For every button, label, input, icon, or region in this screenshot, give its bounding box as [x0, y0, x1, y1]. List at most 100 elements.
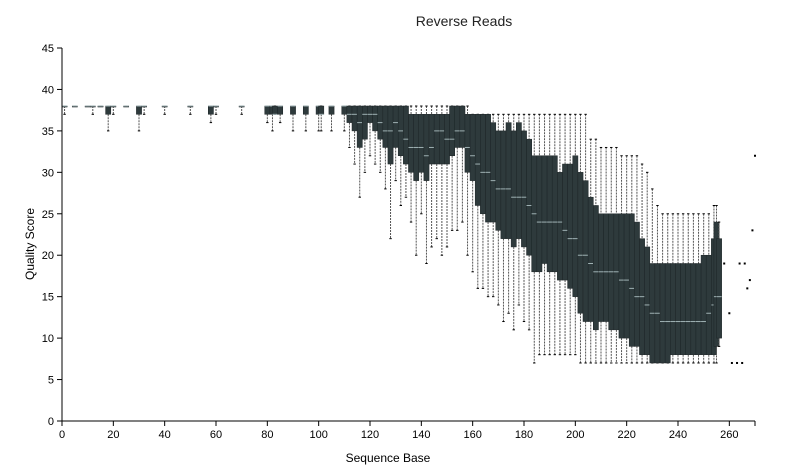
outlier-point	[741, 361, 744, 364]
y-tick-label: 15	[42, 292, 54, 304]
box-group	[593, 138, 599, 364]
x-tick-label: 140	[412, 429, 430, 441]
box-group	[690, 213, 697, 364]
box-iqr	[428, 114, 435, 165]
box-group	[541, 113, 548, 356]
outlier-point	[728, 312, 731, 315]
box-group	[418, 105, 425, 215]
box-iqr	[516, 122, 522, 239]
x-tick-label: 160	[463, 429, 481, 441]
box-iqr	[459, 105, 466, 148]
outlier-point	[736, 361, 739, 364]
box-iqr	[510, 130, 517, 248]
box-group	[454, 105, 461, 231]
box-group	[587, 138, 594, 364]
box-iqr	[675, 263, 681, 355]
outlier-point	[738, 262, 741, 265]
box-group	[654, 204, 661, 364]
y-tick-label: 45	[42, 43, 54, 55]
x-tick-label: 260	[720, 429, 738, 441]
outlier-point	[743, 262, 746, 265]
box-group	[526, 113, 532, 331]
box-iqr	[480, 114, 486, 215]
box-group	[372, 105, 378, 165]
box-iqr	[490, 122, 497, 223]
x-axis-title: Sequence Base	[346, 451, 431, 465]
box-group	[695, 213, 702, 364]
x-tick-label: 120	[361, 429, 379, 441]
plot-area	[61, 105, 756, 364]
box-group	[141, 105, 147, 115]
box-iqr	[500, 130, 507, 239]
box-group	[649, 188, 656, 364]
box-iqr	[408, 114, 414, 173]
box-group	[557, 113, 563, 356]
box-group	[403, 105, 409, 198]
box-iqr	[505, 122, 512, 239]
box-group	[264, 105, 271, 124]
box-iqr	[690, 263, 697, 355]
x-tick-label: 0	[59, 429, 65, 441]
box-group	[705, 213, 712, 364]
box-group	[469, 113, 476, 273]
box-group	[105, 105, 112, 132]
box-group	[613, 146, 620, 364]
box-group	[664, 213, 671, 364]
box-iqr	[716, 238, 722, 339]
box-group	[272, 105, 278, 115]
box-iqr	[495, 130, 502, 231]
box-iqr	[603, 213, 609, 322]
box-iqr	[392, 105, 399, 148]
box-iqr	[351, 105, 358, 132]
box-group	[123, 105, 130, 108]
box-group	[187, 105, 194, 115]
box-group	[367, 105, 373, 157]
box-group	[449, 105, 455, 231]
box-iqr	[341, 105, 348, 115]
box-group	[562, 113, 568, 356]
box-iqr	[277, 105, 284, 115]
box-group	[397, 105, 404, 206]
box-group	[634, 155, 640, 364]
box-iqr	[634, 221, 640, 347]
box-group	[136, 105, 142, 132]
x-tick-label: 240	[669, 429, 687, 441]
box-group	[277, 105, 284, 124]
box-group	[490, 113, 497, 298]
box-group	[716, 221, 722, 347]
box-group	[459, 105, 466, 223]
box-iqr	[387, 105, 394, 165]
box-group	[61, 105, 68, 115]
box-iqr	[587, 196, 594, 322]
box-iqr	[464, 114, 471, 173]
box-iqr	[623, 213, 630, 339]
x-tick-label: 180	[515, 429, 533, 441]
box-iqr	[328, 105, 335, 115]
y-tick-label: 35	[42, 126, 54, 138]
box-group	[346, 105, 353, 148]
y-tick-label: 30	[42, 167, 54, 179]
box-iqr	[546, 155, 553, 273]
box-group	[510, 113, 517, 331]
chart-title: Reverse Reads	[416, 13, 513, 29]
box-iqr	[449, 105, 455, 157]
box-group	[700, 213, 707, 364]
box-group	[680, 213, 686, 364]
box-group	[89, 105, 96, 115]
box-iqr	[572, 155, 579, 297]
box-group	[213, 105, 219, 115]
box-group	[531, 113, 538, 364]
outlier-point	[746, 287, 749, 290]
y-tick-label: 20	[42, 250, 54, 262]
box-group	[208, 105, 214, 124]
box-iqr	[423, 114, 430, 181]
outlier-point	[748, 279, 751, 282]
box-iqr	[700, 254, 707, 355]
box-iqr	[577, 172, 584, 314]
box-iqr	[680, 263, 686, 355]
box-group	[356, 105, 363, 198]
box-iqr	[382, 105, 389, 148]
box-iqr	[105, 105, 112, 115]
